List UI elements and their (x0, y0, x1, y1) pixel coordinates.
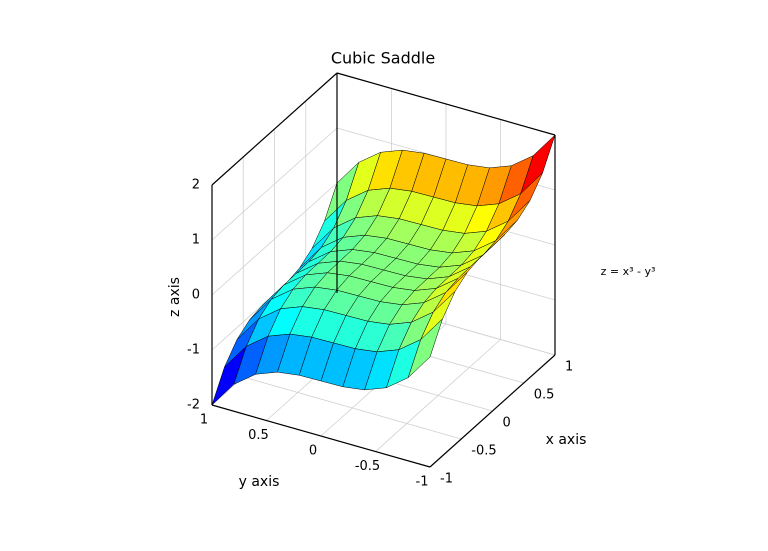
y-tick-label: -0.5 (355, 459, 380, 474)
axis-edge (211, 404, 431, 468)
surface-face (407, 318, 443, 378)
x-tick-label: -0.5 (471, 444, 496, 459)
y-tick-label: 0 (309, 444, 317, 459)
y-axis-label: y axis (239, 474, 280, 490)
z-axis-label: z axis (167, 277, 183, 317)
z-tick-label: -1 (187, 343, 200, 358)
chart-title: Cubic Saddle (331, 49, 435, 68)
y-tick-label: 1 (200, 413, 208, 428)
grid-line (211, 182, 338, 296)
z-tick-label: 0 (192, 288, 200, 303)
axis-edge (336, 72, 556, 136)
x-tick-label: -1 (440, 472, 453, 487)
x-axis-label: x axis (546, 432, 587, 448)
surface (211, 134, 556, 406)
x-tick-label: 0 (503, 416, 511, 431)
axes: -2 -1 0 1 2 -1 -0.5 0 0.5 1 -1 -0.5 0 0.5 1 (187, 72, 573, 490)
axis-edge (211, 72, 338, 186)
grid-line (211, 127, 338, 241)
x-tick-label: 0.5 (534, 388, 555, 403)
legend-entry: z = x³ - y³ (601, 265, 656, 278)
y-tick-label: -1 (416, 475, 429, 490)
grid-line (375, 339, 501, 452)
z-tick-label: 2 (192, 178, 200, 193)
y-tick-label: 0.5 (248, 428, 269, 443)
z-tick-label: -2 (187, 398, 200, 413)
x-tick-label: 1 (565, 360, 573, 375)
axis-edge (429, 354, 556, 468)
z-tick-label: 1 (192, 233, 200, 248)
